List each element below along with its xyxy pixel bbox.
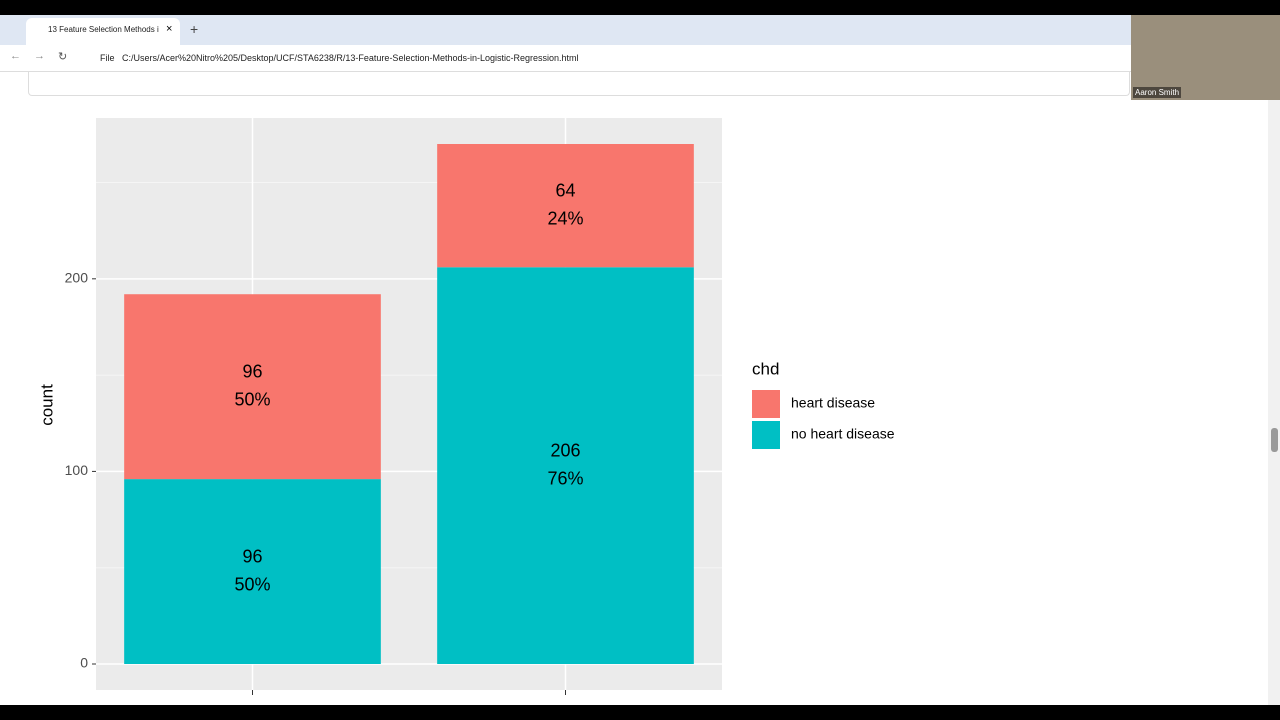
url[interactable]: C:/Users/Acer%20Nitro%205/Desktop/UCF/ST… xyxy=(122,53,579,63)
y-tick-label: 200 xyxy=(65,270,89,286)
count-label: 206 xyxy=(550,440,580,460)
new-tab[interactable]: + xyxy=(190,21,199,37)
bottom-bar xyxy=(0,705,1280,720)
y-tick-label: 100 xyxy=(65,462,89,478)
back-button[interactable]: ← xyxy=(10,50,21,62)
tab[interactable]: 13 Feature Selection Methods i × xyxy=(26,18,180,45)
y-tick-label: 0 xyxy=(80,655,88,671)
bar-segment xyxy=(124,294,381,480)
webcam: Aaron Smith xyxy=(1131,15,1280,100)
legend-title: chd xyxy=(752,359,779,378)
count-label: 96 xyxy=(242,546,262,566)
percent-label: 50% xyxy=(234,574,270,594)
count-label: 64 xyxy=(555,180,575,200)
percent-label: 76% xyxy=(547,468,583,488)
legend-key xyxy=(752,421,780,449)
y-axis-label: count xyxy=(37,384,56,426)
address-bar: ← → ↻ File C:/Users/Acer%20Nitro%205/Des… xyxy=(0,45,1280,72)
scroll-thumb[interactable] xyxy=(1271,428,1278,452)
bar-segment xyxy=(437,144,694,268)
code-box xyxy=(28,71,1130,96)
tab-close[interactable]: × xyxy=(166,23,173,35)
tab-title: 13 Feature Selection Methods i xyxy=(48,25,159,34)
address-label: File xyxy=(100,53,115,63)
scrollbar[interactable] xyxy=(1268,100,1280,705)
top-bar xyxy=(0,0,1280,15)
bar-segment xyxy=(437,267,694,664)
percent-label: 50% xyxy=(234,389,270,409)
legend-label: heart disease xyxy=(791,395,875,411)
chart: count chd 0 100 200 96 50% 206 76% 96 50% 64 24% he… xyxy=(37,118,895,695)
legend-key xyxy=(752,390,780,418)
legend-label: no heart disease xyxy=(791,426,895,442)
tab-strip: 13 Feature Selection Methods i × + xyxy=(0,15,1280,45)
count-label: 96 xyxy=(242,361,262,381)
reload-button[interactable]: ↻ xyxy=(58,51,68,63)
forward-button[interactable]: → xyxy=(34,50,45,62)
bar-segment xyxy=(124,479,381,664)
webcam-name: Aaron Smith xyxy=(1133,87,1182,98)
percent-label: 24% xyxy=(547,208,583,228)
